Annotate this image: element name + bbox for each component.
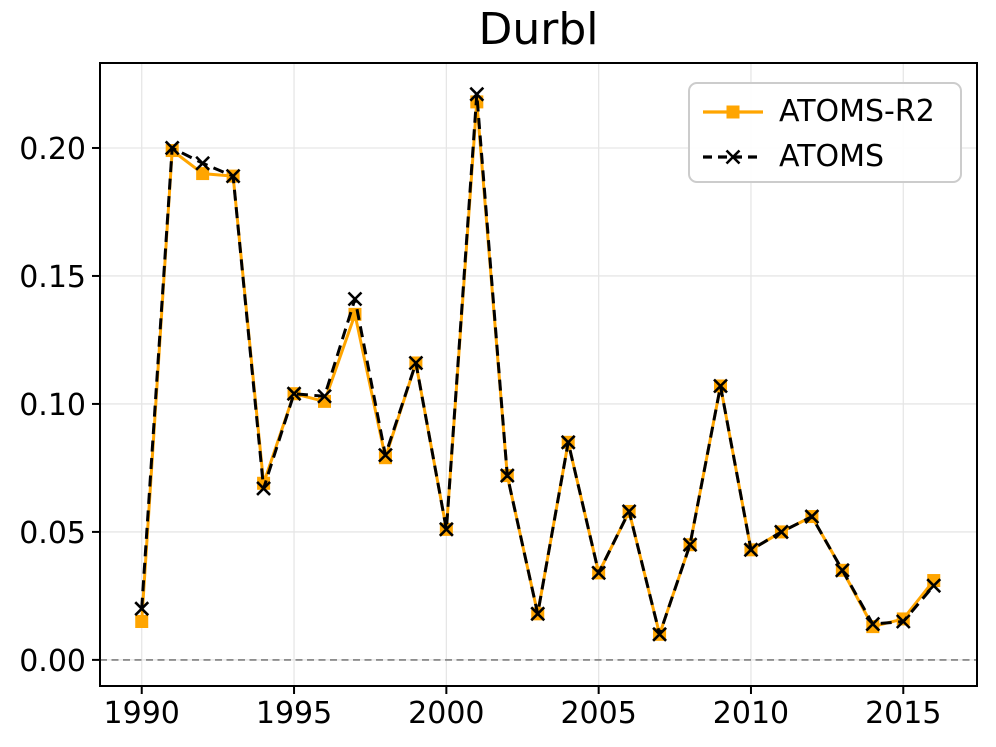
data-point-marker	[225, 168, 241, 184]
data-point-marker	[438, 521, 454, 537]
data-point-marker	[195, 155, 211, 171]
plot-box	[99, 62, 978, 687]
data-point-marker	[530, 606, 546, 622]
legend-swatch-marker	[725, 149, 741, 164]
x-axis-tick-label: 1990	[104, 696, 180, 731]
data-point-marker	[896, 612, 910, 626]
x-axis-tick-label: 1995	[256, 696, 332, 731]
data-point-marker	[196, 167, 210, 181]
data-point-marker	[408, 355, 424, 371]
data-point-marker	[652, 626, 668, 642]
data-point-marker	[591, 565, 607, 581]
legend-item-atoms: ATOMS	[701, 134, 960, 179]
x-axis-tick-label: 2000	[408, 696, 484, 731]
legend-label-atoms: ATOMS	[779, 139, 885, 174]
data-point-marker	[713, 378, 728, 394]
x-axis-tick-label: 2010	[713, 696, 789, 731]
data-point-marker	[560, 434, 576, 450]
x-axis-tick-label: 2015	[865, 696, 941, 731]
data-point-marker	[317, 388, 332, 404]
data-point-marker	[682, 537, 698, 553]
legend-label-atoms-r2: ATOMS-R2	[779, 94, 935, 129]
chart-title: Durbl	[478, 4, 599, 55]
y-axis-tick-label: 0.20	[19, 132, 86, 167]
data-point-marker	[621, 504, 637, 519]
data-point-marker	[347, 291, 363, 307]
y-axis-tick-label: 0.05	[19, 516, 86, 551]
data-point-marker	[743, 542, 759, 558]
legend-swatch-marker	[726, 105, 740, 118]
x-axis-tick-label: 2005	[560, 696, 636, 731]
data-point-marker	[286, 386, 302, 402]
atoms-line-marker-icon	[703, 149, 763, 164]
data-point-marker	[135, 614, 149, 628]
data-point-marker	[256, 480, 271, 496]
data-point-marker	[865, 616, 881, 632]
data-point-marker	[134, 601, 150, 617]
y-axis-tick-label: 0.00	[19, 644, 86, 679]
legend-item-atoms-r2: ATOMS-R2	[701, 89, 960, 134]
y-axis-tick-label: 0.15	[19, 260, 86, 295]
data-point-marker	[469, 86, 485, 102]
data-point-marker	[164, 140, 180, 156]
data-point-marker	[378, 447, 393, 463]
data-point-marker	[895, 614, 911, 629]
data-point-marker	[774, 524, 789, 540]
data-point-marker	[926, 578, 942, 594]
atoms-r2-line-marker-icon	[703, 105, 763, 118]
legend: ATOMS-R2 ATOMS	[688, 82, 962, 183]
data-point-marker	[866, 620, 880, 634]
y-axis-tick-label: 0.10	[19, 388, 86, 423]
data-point-marker	[804, 509, 820, 524]
data-point-marker	[834, 562, 850, 578]
data-point-marker	[499, 468, 515, 484]
data-point-marker	[378, 451, 392, 465]
